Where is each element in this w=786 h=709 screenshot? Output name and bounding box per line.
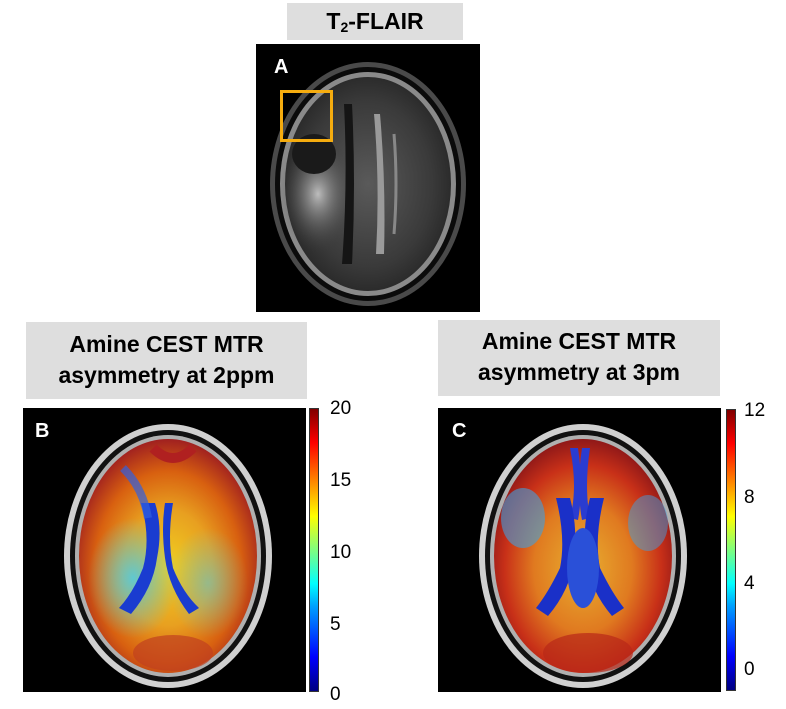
flair-brain-illustration [270,62,466,306]
panel-b-tick-0: 0 [330,684,341,705]
panel-c-colorbar [726,409,736,691]
panel-c-tick-4: 4 [744,573,755,594]
roi-box [280,90,333,142]
panel-a-title: T2-FLAIR [287,3,463,40]
panel-b-title-line2: asymmetry at 2ppm [58,362,275,388]
panel-c-letter: C [452,420,467,442]
panel-a-letter: A [274,56,289,78]
panel-b-tick-5: 5 [330,614,341,635]
panel-c-cest-map: C [438,408,721,692]
panel-b-colorbar [309,408,319,692]
panel-a-flair-image: A [256,44,480,312]
panel-b-tick-20: 20 [330,398,352,419]
panel-c-tick-0: 0 [744,659,755,680]
panel-b-title: Amine CEST MTR asymmetry at 2ppm [26,322,307,399]
panel-c-tick-8: 8 [744,487,755,508]
cest-3ppm-map-illustration [479,424,687,688]
panel-b-tick-15: 15 [330,470,352,491]
panel-c-title-line2: asymmetry at 3pm [478,359,680,385]
panel-c-title: Amine CEST MTR asymmetry at 3pm [438,320,720,396]
panel-b-letter: B [35,420,50,442]
panel-c-tick-12: 12 [744,400,766,421]
panel-c-title-line1: Amine CEST MTR [481,328,677,354]
panel-b-title-line1: Amine CEST MTR [69,331,264,357]
panel-b-cest-map: B [23,408,306,692]
cest-2ppm-map-illustration [64,424,272,688]
panel-b-tick-10: 10 [330,542,352,563]
